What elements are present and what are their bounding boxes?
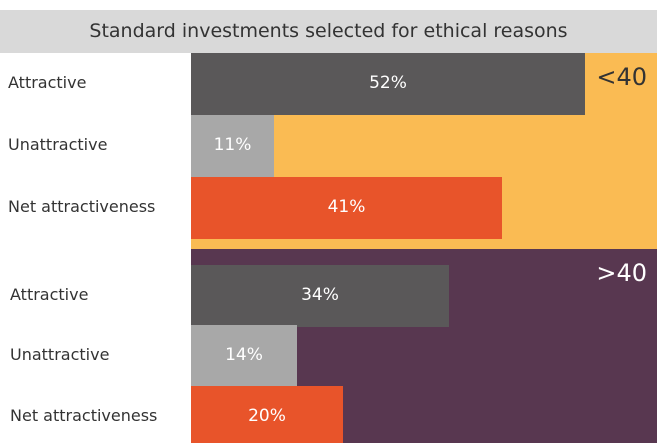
row-label-attractive: Attractive	[10, 285, 89, 304]
panel-label-under-40: <40	[596, 63, 647, 91]
bar-value-label: 52%	[369, 73, 407, 93]
unattractive-bar	[191, 115, 274, 177]
panel-label-over-40: >40	[596, 259, 647, 287]
attractive-bar	[191, 265, 449, 327]
net-attractiveness-bar	[191, 386, 343, 443]
unattractive-bar	[191, 325, 297, 387]
bar-value-label: 34%	[301, 285, 339, 305]
row-label-net-attractiveness: Net attractiveness	[10, 406, 158, 425]
row-label-attractive: Attractive	[8, 73, 87, 92]
chart-title-band	[0, 10, 657, 53]
row-label-net-attractiveness: Net attractiveness	[8, 197, 156, 216]
row-label-unattractive: Unattractive	[8, 135, 108, 154]
bar-value-label: 14%	[225, 345, 263, 365]
row-label-unattractive: Unattractive	[10, 345, 110, 364]
net-attractiveness-bar	[191, 177, 502, 239]
bar-value-label: 41%	[327, 197, 366, 217]
attractive-bar	[191, 53, 585, 115]
chart-title: Standard investments selected for ethica…	[89, 20, 568, 42]
bar-value-label: 11%	[213, 135, 252, 155]
bar-value-label: 20%	[248, 406, 286, 426]
